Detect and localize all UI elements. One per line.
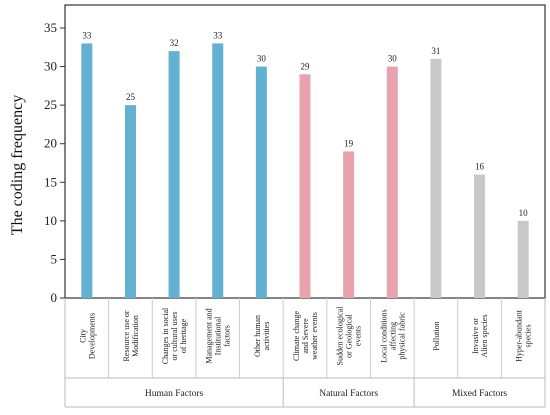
category-label: Pollution	[432, 321, 441, 350]
y-tick-label: 10	[44, 213, 57, 228]
category-label-line: or cultural uses	[170, 312, 179, 361]
category-label-line: physical fabric	[397, 312, 406, 360]
bar	[81, 43, 93, 298]
category-label: Hyper-abundantspecies	[515, 309, 533, 362]
category-label-line: City	[78, 329, 87, 343]
bar	[430, 58, 442, 298]
category-label: Sudden ecologicalor Geologicalevents	[336, 306, 363, 366]
category-label-line: Changes in social	[161, 307, 170, 364]
category-label: CityDevelopments	[78, 313, 96, 359]
category-label: Climate changeand Severeweather events	[292, 311, 319, 361]
bar-value-label: 31	[431, 46, 440, 56]
category-label-line: Resource use or	[122, 310, 131, 361]
category-label-line: events	[354, 326, 363, 346]
category-label-line: weather events	[310, 312, 319, 360]
bar-value-label: 33	[82, 30, 92, 40]
category-label-line: Modification	[131, 315, 140, 357]
category-label-line: Local conditions	[379, 309, 388, 363]
category-label-line: Pollution	[432, 321, 441, 350]
bar	[212, 43, 224, 298]
bar-value-label: 32	[170, 38, 179, 48]
y-tick-label: 25	[44, 97, 57, 112]
y-tick-label: 35	[44, 20, 57, 35]
bar-value-label: 10	[519, 208, 529, 218]
bar-value-label: 29	[301, 61, 311, 71]
category-label-line: of heritage	[179, 318, 188, 353]
category-label-line: Hyper-abundant	[515, 309, 524, 362]
category-label-line: Sudden ecological	[336, 306, 345, 366]
category-label: Invasive orAlien species	[471, 315, 489, 358]
category-label-line: or Geological	[345, 313, 354, 358]
y-tick-label: 0	[51, 290, 58, 305]
category-label-line: species	[524, 324, 533, 347]
bar	[168, 51, 180, 299]
y-tick-label: 20	[44, 136, 57, 151]
category-label-line: factors	[223, 325, 232, 347]
category-label-line: and Severe	[301, 318, 310, 354]
bar-value-label: 19	[344, 138, 354, 148]
category-label: Other humanactivities	[253, 315, 271, 357]
category-label-line: Developments	[87, 313, 96, 359]
bar	[124, 105, 136, 299]
bar	[474, 174, 486, 298]
bar	[343, 151, 355, 298]
y-tick-label: 30	[44, 59, 57, 74]
category-label-line: Invasive or	[471, 318, 480, 354]
bar-value-label: 33	[213, 30, 223, 40]
group-label: Human Factors	[145, 389, 204, 399]
bar-value-label: 16	[475, 162, 485, 172]
bar	[255, 66, 267, 298]
category-label: Resource use orModification	[122, 310, 140, 361]
category-label-line: Climate change	[292, 311, 301, 361]
group-label: Natural Factors	[319, 389, 378, 399]
bar	[299, 74, 311, 299]
category-label: Management andInstitutionalfactors	[205, 308, 232, 363]
group-label: Mixed Factors	[452, 389, 507, 399]
y-tick-label: 5	[51, 251, 58, 266]
category-label: Changes in socialor cultural usesof heri…	[161, 307, 188, 364]
chart-labels: Human Factors Natural Factors Mixed Factor…	[78, 30, 532, 399]
category-label-line: Other human	[253, 315, 262, 357]
bar-value-label: 30	[388, 54, 398, 64]
y-tick-label: 15	[44, 174, 57, 189]
bar	[386, 66, 398, 298]
chart-bars	[81, 43, 529, 299]
bar-value-label: 30	[257, 54, 267, 64]
y-axis-label: The coding frequency	[9, 95, 26, 235]
category-label-line: Management and	[205, 308, 214, 363]
category-label-line: affecting	[388, 322, 397, 350]
category-label-line: Institutional	[214, 316, 223, 355]
category-label-line: Alien species	[480, 315, 489, 358]
bar-value-label: 25	[126, 92, 136, 102]
category-label: Local conditionsaffectingphysical fabric	[379, 309, 406, 363]
bar	[517, 220, 529, 298]
category-label-line: activities	[262, 322, 271, 351]
